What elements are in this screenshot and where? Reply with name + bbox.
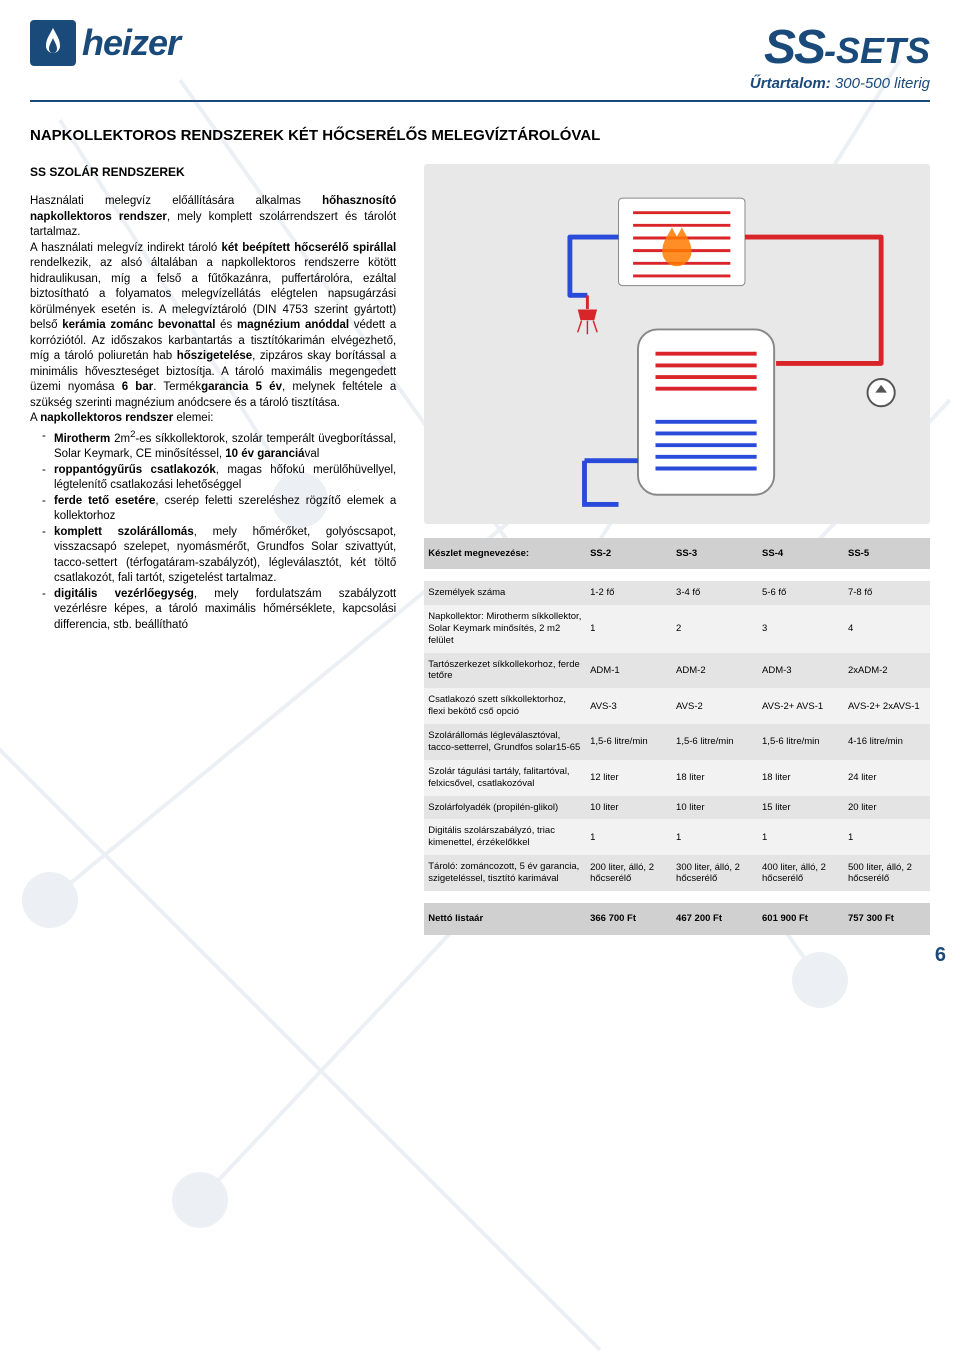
total-row: Nettó listaár366 700 Ft467 200 Ft601 900… [424,903,930,935]
row-label: Digitális szolárszabályzó, triac kimenet… [424,819,586,855]
brand-box: SS-SETS Űrtartalom: 300-500 literig [750,20,930,92]
row-value: 5-6 fő [758,581,844,605]
row-value: 18 liter [672,760,758,796]
row-label: Napkollektor: Mirotherm síkkollektor, So… [424,605,586,653]
list-item: digitális vezérlőegység, mely fordulatsz… [30,587,396,634]
brand-sub-value: 300-500 literig [835,75,930,92]
table-col-1: SS-2 [586,538,672,569]
row-value: 1,5-6 litre/min [758,724,844,760]
row-value: 24 liter [844,760,930,796]
row-value: 1,5-6 litre/min [672,724,758,760]
main-title: NAPKOLLEKTOROS RENDSZEREK KÉT HŐCSERÉLŐS… [30,127,930,144]
logo-icon [30,20,76,66]
row-value: 400 liter, álló, 2 hőcserélő [758,855,844,891]
row-value: ADM-3 [758,653,844,689]
row-value: ADM-1 [586,653,672,689]
row-label: Tároló: zománcozott, 5 év garancia, szig… [424,855,586,891]
table-col-4: SS-5 [844,538,930,569]
row-value: 10 liter [586,796,672,820]
brand-sub-label: Űrtartalom: [750,75,831,92]
row-value: 1,5-6 litre/min [586,724,672,760]
list-item: ferde tető esetére, cserép feletti szere… [30,494,396,525]
row-value: AVS-2+ AVS-1 [758,688,844,724]
total-value: 366 700 Ft [586,903,672,935]
logo-text: heizer [82,22,180,64]
spec-table: Készlet megnevezése: SS-2 SS-3 SS-4 SS-5… [424,538,930,935]
table-header-label: Készlet megnevezése: [424,538,586,569]
table-row: Tároló: zománcozott, 5 év garancia, szig… [424,855,930,891]
row-value: 500 liter, álló, 2 hőcserélő [844,855,930,891]
row-value: AVS-3 [586,688,672,724]
logo: heizer [30,20,180,66]
row-value: 300 liter, álló, 2 hőcserélő [672,855,758,891]
row-label: Szolárállomás légleválasztóval, tacco-se… [424,724,586,760]
total-value: 601 900 Ft [758,903,844,935]
page-header: heizer SS-SETS Űrtartalom: 300-500 liter… [30,20,930,102]
row-value: 3-4 fő [672,581,758,605]
right-column: Készlet megnevezése: SS-2 SS-3 SS-4 SS-5… [424,164,930,935]
row-value: 4 [844,605,930,653]
list-item: komplett szolárállomás, mely hőmérőket, … [30,525,396,587]
row-value: 15 liter [758,796,844,820]
subtitle: SS SZOLÁR RENDSZEREK [30,164,396,180]
row-value: AVS-2+ 2xAVS-1 [844,688,930,724]
row-value: 1 [586,605,672,653]
row-value: ADM-2 [672,653,758,689]
row-value: 1-2 fő [586,581,672,605]
row-value: AVS-2 [672,688,758,724]
row-value: 3 [758,605,844,653]
row-label: Szolár tágulási tartály, falitartóval, f… [424,760,586,796]
total-value: 757 300 Ft [844,903,930,935]
row-label: Személyek száma [424,581,586,605]
system-diagram [424,164,930,524]
row-label: Szolárfolyadék (propilén-glikol) [424,796,586,820]
row-value: 18 liter [758,760,844,796]
list-item: roppantógyűrűs csatlakozók, magas hőfokú… [30,463,396,494]
table-row: Tartószerkezet síkkollekorhoz, ferde tet… [424,653,930,689]
body-list: Mirotherm 2m2-es síkkollektorok, szolár … [30,429,396,634]
row-value: 2 [672,605,758,653]
row-value: 12 liter [586,760,672,796]
table-row: Szolárfolyadék (propilén-glikol)10 liter… [424,796,930,820]
table-col-2: SS-3 [672,538,758,569]
row-value: 200 liter, álló, 2 hőcserélő [586,855,672,891]
list-item: Mirotherm 2m2-es síkkollektorok, szolár … [30,429,396,463]
table-header-row: Készlet megnevezése: SS-2 SS-3 SS-4 SS-5 [424,538,930,569]
row-label: Csatlakozó szett síkkollektorhoz, flexi … [424,688,586,724]
row-value: 20 liter [844,796,930,820]
row-value: 2xADM-2 [844,653,930,689]
table-row: Digitális szolárszabályzó, triac kimenet… [424,819,930,855]
row-value: 10 liter [672,796,758,820]
table-row: Napkollektor: Mirotherm síkkollektor, So… [424,605,930,653]
row-value: 1 [844,819,930,855]
table-col-3: SS-4 [758,538,844,569]
row-value: 1 [758,819,844,855]
row-value: 1 [586,819,672,855]
row-value: 7-8 fő [844,581,930,605]
page-number: 6 [935,944,946,967]
row-value: 4-16 litre/min [844,724,930,760]
table-row: Csatlakozó szett síkkollektorhoz, flexi … [424,688,930,724]
brand-sets: -SETS [824,30,930,71]
body-column: SS SZOLÁR RENDSZEREK Használati melegvíz… [30,164,396,935]
row-label: Tartószerkezet síkkollekorhoz, ferde tet… [424,653,586,689]
total-value: 467 200 Ft [672,903,758,935]
brand-ss: SS [764,21,824,74]
total-label: Nettó listaár [424,903,586,935]
table-row: Szolárállomás légleválasztóval, tacco-se… [424,724,930,760]
table-row: Szolár tágulási tartály, falitartóval, f… [424,760,930,796]
row-value: 1 [672,819,758,855]
table-row: Személyek száma1-2 fő3-4 fő5-6 fő7-8 fő [424,581,930,605]
body-text: Használati melegvíz előállítására alkalm… [30,194,396,427]
